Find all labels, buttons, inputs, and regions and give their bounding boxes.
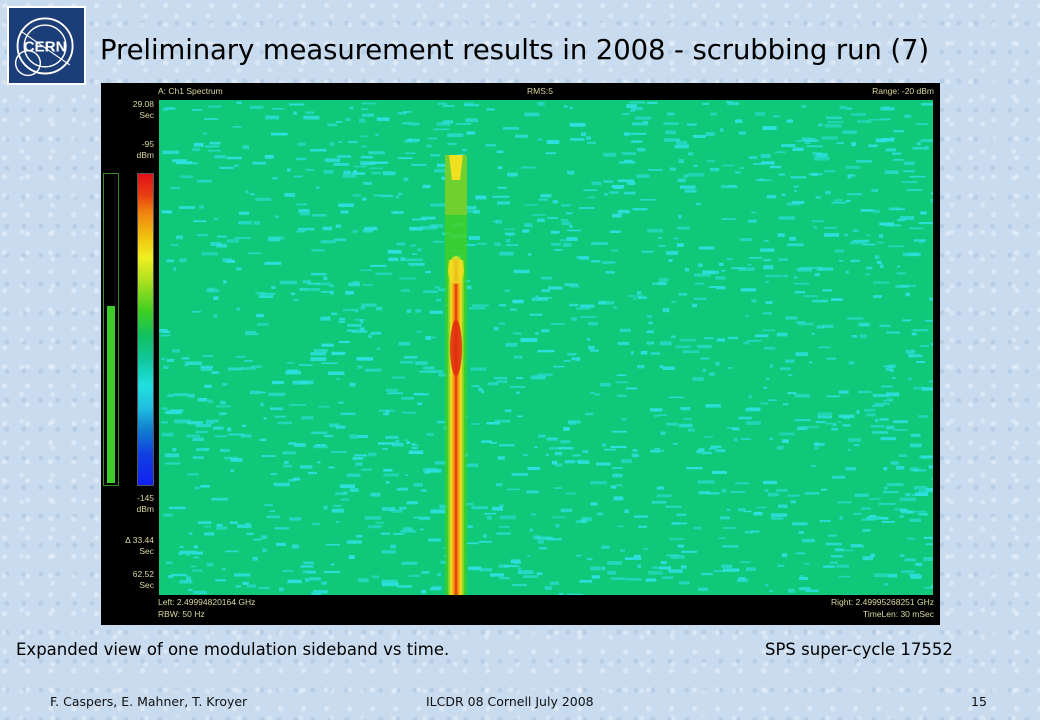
time-bottom-unit: Sec xyxy=(139,580,154,590)
delta-time-unit: Sec xyxy=(139,546,154,556)
slide-title: Preliminary measurement results in 2008 … xyxy=(100,34,930,66)
spectrum-analyzer-display: A: Ch1 Spectrum RMS:5 Range: -20 dBm 29.… xyxy=(101,83,940,625)
time-top-unit: Sec xyxy=(139,110,154,120)
level-bar xyxy=(103,173,119,486)
noise-pattern xyxy=(159,101,933,595)
cern-logo-text: CERN xyxy=(24,39,67,56)
cern-logo: CERN xyxy=(7,6,86,85)
caption-left: Expanded view of one modulation sideband… xyxy=(16,640,450,659)
rms-label: RMS:5 xyxy=(527,86,553,96)
scale-bottom-unit: dBm xyxy=(136,504,154,514)
time-bottom-value: 62.52 xyxy=(132,569,154,579)
page-number: 15 xyxy=(971,694,987,709)
caption-right: SPS super-cycle 17552 xyxy=(765,640,953,659)
time-top-value: 29.08 xyxy=(132,99,154,109)
footer-event: ILCDR 08 Cornell July 2008 xyxy=(426,694,594,709)
scale-bottom-value: -145 xyxy=(136,493,154,503)
scale-top-unit: dBm xyxy=(136,150,154,160)
delta-time-value: Δ 33.44 xyxy=(125,535,154,545)
color-scale xyxy=(137,173,154,486)
footer-authors: F. Caspers, E. Mahner, T. Kroyer xyxy=(50,694,248,709)
waterfall-spectrogram xyxy=(159,100,933,595)
right-frequency: Right: 2.49995268251 GHz xyxy=(830,597,934,607)
left-frequency: Left: 2.49994820164 GHz xyxy=(158,597,256,607)
scale-top-value: -95 xyxy=(141,139,154,149)
rbw-label: RBW: 50 Hz xyxy=(158,609,205,619)
channel-label: A: Ch1 Spectrum xyxy=(158,86,223,96)
timelen-label: TimeLen: 30 mSec xyxy=(862,609,934,619)
sideband-peak-trace xyxy=(445,155,467,595)
range-label: Range: -20 dBm xyxy=(872,86,934,96)
